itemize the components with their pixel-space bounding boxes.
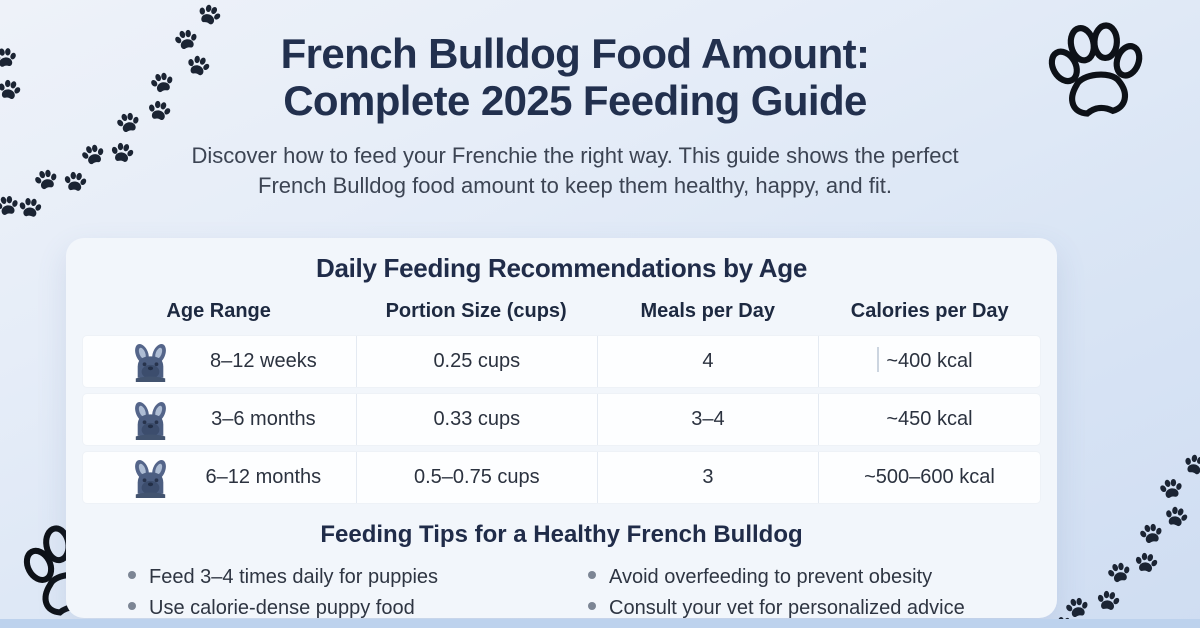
age-value: 3–6 months xyxy=(211,408,316,430)
page-title-line2: Complete 2025 Feeding Guide xyxy=(283,77,867,124)
paw-print-icon xyxy=(0,44,19,73)
tip-item: Feed 3–4 times daily for puppies xyxy=(128,562,588,592)
bottom-accent-strip xyxy=(0,619,1200,628)
paw-print-icon xyxy=(1103,557,1135,589)
age-cell: 8–12 weeks xyxy=(83,336,356,387)
paw-print-icon xyxy=(1136,519,1167,550)
page-title-line1: French Bulldog Food Amount: xyxy=(280,30,870,77)
table-body: 8–12 weeks 0.25 cups 4 ~400 kcal 3–6 mon… xyxy=(82,335,1041,504)
age-value: 8–12 weeks xyxy=(209,350,317,372)
tip-text: Consult your vet for personalized advice xyxy=(609,597,965,619)
header: French Bulldog Food Amount: Complete 202… xyxy=(25,30,1125,201)
paw-print-icon xyxy=(1093,586,1122,615)
calories-cell: ~450 kcal xyxy=(817,394,1040,445)
tip-text: Use calorie-dense puppy food xyxy=(149,597,415,619)
table-header-row: Age Range Portion Size (cups) Meals per … xyxy=(82,294,1041,328)
column-header-portion: Portion Size (cups) xyxy=(385,299,567,322)
tip-item: Consult your vet for personalized advice xyxy=(588,593,1037,623)
meals-cell: 3 xyxy=(596,452,818,503)
french-bulldog-young-icon xyxy=(130,399,171,440)
paw-print-icon xyxy=(1161,502,1192,533)
age-cell: 6–12 months xyxy=(83,452,356,503)
bullet-dot-icon xyxy=(128,602,136,610)
feeding-guide-card: Daily Feeding Recommendations by Age Age… xyxy=(66,238,1057,619)
calories-cell: ~500–600 kcal xyxy=(817,452,1040,503)
table-row: 8–12 weeks 0.25 cups 4 ~400 kcal xyxy=(82,335,1041,388)
stray-divider-artifact xyxy=(877,347,879,372)
page-subtitle: Discover how to feed your Frenchie the r… xyxy=(191,143,959,198)
french-bulldog-puppy-icon xyxy=(130,341,171,382)
tip-text: Avoid overfeeding to prevent obesity xyxy=(609,566,933,588)
column-header-meals: Meals per Day xyxy=(640,299,775,322)
calories-cell: ~400 kcal xyxy=(817,336,1040,387)
paw-print-icon xyxy=(193,0,226,31)
table-title: Daily Feeding Recommendations by Age xyxy=(315,253,807,283)
age-cell: 3–6 months xyxy=(83,394,356,445)
tips-title: Feeding Tips for a Healthy French Bulldo… xyxy=(320,521,803,548)
paw-print-icon xyxy=(1131,548,1160,577)
meals-cell: 4 xyxy=(596,336,818,387)
paw-print-icon xyxy=(1156,474,1186,504)
french-bulldog-adult-icon xyxy=(130,457,171,498)
tip-text: Feed 3–4 times daily for puppies xyxy=(149,566,439,588)
paw-print-icon xyxy=(0,75,24,105)
portion-cell: 0.25 cups xyxy=(355,336,597,387)
bullet-dot-icon xyxy=(588,571,596,579)
portion-cell: 0.5–0.75 cups xyxy=(355,452,597,503)
table-row: 3–6 months 0.33 cups 3–4 ~450 kcal xyxy=(82,393,1041,446)
meals-cell: 3–4 xyxy=(596,394,818,445)
tip-item: Use calorie-dense puppy food xyxy=(128,593,588,623)
age-value: 6–12 months xyxy=(205,466,322,488)
bullet-dot-icon xyxy=(128,571,136,579)
bullet-dot-icon xyxy=(588,602,596,610)
table-row: 6–12 months 0.5–0.75 cups 3 ~500–600 kca… xyxy=(82,451,1041,504)
portion-cell: 0.33 cups xyxy=(355,394,597,445)
column-header-age: Age Range xyxy=(166,299,271,322)
tips-list: Feed 3–4 times daily for puppies Avoid o… xyxy=(128,562,1037,623)
page-title: French Bulldog Food Amount: Complete 202… xyxy=(25,30,1125,124)
column-header-calories: Calories per Day xyxy=(850,299,1009,322)
tip-item: Avoid overfeeding to prevent obesity xyxy=(588,562,1037,592)
